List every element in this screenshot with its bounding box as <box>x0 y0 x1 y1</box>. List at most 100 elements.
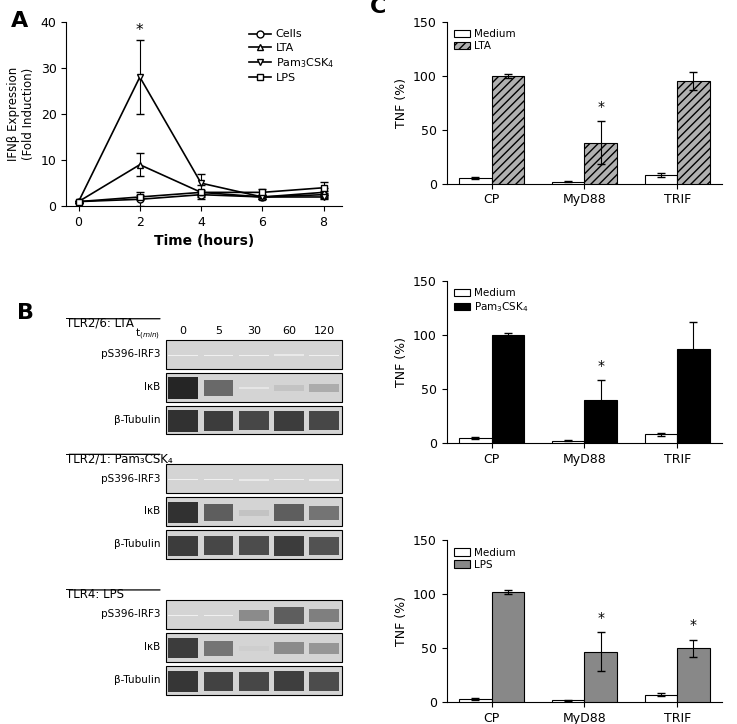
Y-axis label: TNF (%): TNF (%) <box>394 337 408 387</box>
Legend: Medium, LTA: Medium, LTA <box>452 27 517 53</box>
Text: TLR2/6: LTA: TLR2/6: LTA <box>66 317 134 330</box>
Bar <box>677 648 710 702</box>
Bar <box>274 479 304 481</box>
Bar <box>239 610 268 621</box>
Bar <box>552 182 584 184</box>
Text: 30: 30 <box>247 327 261 337</box>
Bar <box>166 600 342 629</box>
Text: B: B <box>17 303 34 323</box>
Bar <box>584 652 617 702</box>
Bar <box>166 497 342 526</box>
Bar <box>677 349 710 443</box>
Text: β-Tubulin: β-Tubulin <box>113 539 160 550</box>
Bar <box>168 615 198 616</box>
Text: *: * <box>597 99 604 114</box>
Text: pS396-IRF3: pS396-IRF3 <box>100 349 160 359</box>
Text: t$_{(min)}$: t$_{(min)}$ <box>135 327 160 342</box>
Bar <box>203 641 234 655</box>
Bar <box>459 699 492 702</box>
Bar <box>168 411 198 432</box>
Text: TLR4: LPS: TLR4: LPS <box>66 588 125 601</box>
Text: 120: 120 <box>314 327 335 337</box>
Bar <box>274 671 304 691</box>
Bar <box>645 695 677 702</box>
Bar <box>239 411 268 431</box>
Bar <box>203 536 234 555</box>
Text: β-Tubulin: β-Tubulin <box>113 675 160 685</box>
Bar <box>203 380 234 396</box>
Bar <box>310 411 339 431</box>
Bar <box>645 434 677 443</box>
Bar <box>168 639 198 658</box>
Text: IκB: IκB <box>144 507 160 516</box>
Text: A: A <box>11 11 29 30</box>
Bar <box>677 81 710 184</box>
Bar <box>239 536 268 555</box>
Text: C: C <box>369 0 386 17</box>
Bar <box>584 400 617 443</box>
Text: *: * <box>136 23 144 38</box>
Bar <box>166 340 342 369</box>
Text: IκB: IκB <box>144 382 160 392</box>
Y-axis label: TNF (%): TNF (%) <box>394 77 408 127</box>
Bar <box>168 536 198 556</box>
Bar <box>310 479 339 481</box>
Bar <box>239 646 268 651</box>
Bar <box>239 510 268 515</box>
Text: *: * <box>597 359 604 373</box>
Bar <box>168 502 198 523</box>
Bar <box>203 411 234 431</box>
Bar <box>274 411 304 431</box>
Bar <box>203 505 234 521</box>
X-axis label: Time (hours): Time (hours) <box>154 235 254 248</box>
Bar <box>166 633 342 662</box>
Bar <box>310 609 339 622</box>
Legend: Medium, LPS: Medium, LPS <box>452 545 517 572</box>
Bar <box>274 642 304 654</box>
Bar <box>459 437 492 443</box>
Bar <box>274 536 304 556</box>
Bar <box>310 384 339 392</box>
Bar <box>552 441 584 443</box>
Bar <box>166 373 342 402</box>
Bar <box>310 643 339 654</box>
Text: IκB: IκB <box>144 642 160 652</box>
Legend: Medium, Pam$_3$CSK$_4$: Medium, Pam$_3$CSK$_4$ <box>452 286 531 316</box>
Bar <box>310 505 339 520</box>
Legend: Cells, LTA, Pam$_3$CSK$_4$, LPS: Cells, LTA, Pam$_3$CSK$_4$, LPS <box>247 28 336 85</box>
Text: β-Tubulin: β-Tubulin <box>113 415 160 425</box>
Text: *: * <box>597 610 604 625</box>
Bar <box>310 536 339 555</box>
Bar <box>168 479 198 481</box>
Bar <box>239 387 268 390</box>
Bar <box>239 672 268 691</box>
Text: *: * <box>690 618 697 632</box>
Bar <box>274 385 304 391</box>
Text: TLR2/1: Pam₃CSK₄: TLR2/1: Pam₃CSK₄ <box>66 452 173 466</box>
Bar <box>166 464 342 493</box>
Bar <box>168 671 198 691</box>
Y-axis label: IFNβ Expression
(Fold Induction): IFNβ Expression (Fold Induction) <box>7 67 35 161</box>
Bar <box>166 666 342 695</box>
Text: 60: 60 <box>282 327 296 337</box>
Bar <box>310 672 339 691</box>
Text: 5: 5 <box>215 327 222 337</box>
Bar <box>166 530 342 559</box>
Bar <box>492 592 524 702</box>
Bar <box>274 607 304 624</box>
Bar <box>203 672 234 691</box>
Text: 0: 0 <box>180 327 186 337</box>
Bar <box>274 354 304 356</box>
Text: pS396-IRF3: pS396-IRF3 <box>100 609 160 619</box>
Text: pS396-IRF3: pS396-IRF3 <box>100 473 160 484</box>
Bar <box>203 479 234 481</box>
Bar <box>168 376 198 400</box>
Bar <box>166 405 342 434</box>
Bar <box>584 143 617 184</box>
Bar <box>239 479 268 481</box>
Bar <box>459 178 492 184</box>
Bar <box>492 76 524 184</box>
Bar <box>552 700 584 702</box>
Bar <box>492 335 524 443</box>
Bar <box>274 505 304 521</box>
